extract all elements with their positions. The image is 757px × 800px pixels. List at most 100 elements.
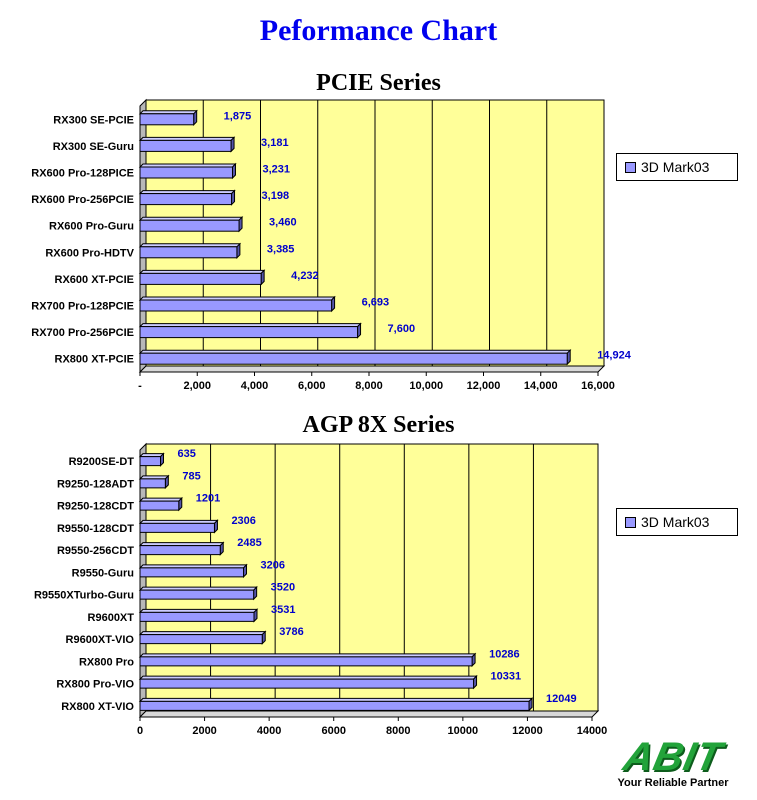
pcie-floor <box>138 365 606 373</box>
pcie-bar <box>139 299 333 312</box>
pcie-x-tick-label: 14,000 <box>524 380 558 392</box>
agp-category-label: R9550-128CDT <box>57 523 134 535</box>
agp-bar <box>139 611 255 622</box>
pcie-value-label: 1,875 <box>224 110 252 122</box>
agp-category-label: R9250-128ADT <box>57 478 134 490</box>
abit-logo: ABIT Your Reliable Partner <box>598 735 748 795</box>
logo-tagline: Your Reliable Partner <box>617 777 729 789</box>
agp-value-label: 10286 <box>489 648 520 660</box>
legend-swatch <box>625 516 636 528</box>
pcie-value-label: 7,600 <box>388 323 416 335</box>
agp-category-label: R9250-128CDT <box>57 501 134 513</box>
agp-bar <box>139 545 221 556</box>
agp-value-label: 3520 <box>271 582 295 594</box>
legend-swatch <box>625 161 636 173</box>
pcie-value-label: 3,385 <box>267 243 295 255</box>
agp-value-label: 3206 <box>261 559 285 571</box>
pcie-value-label: 4,232 <box>291 270 319 282</box>
agp-bar <box>139 589 255 600</box>
pcie-chart-title: PCIE Series <box>316 70 441 96</box>
agp-floor <box>138 710 600 718</box>
agp-value-label: 3531 <box>271 604 295 616</box>
pcie-chart: - 2,000 4,000 6,000 8,000 10,000 12,000 14,000 1… <box>31 98 632 392</box>
agp-bar <box>139 456 162 467</box>
pcie-x-tick-label: 4,000 <box>241 380 269 392</box>
agp-x-tick-label: 10000 <box>448 725 479 737</box>
agp-value-label: 10331 <box>491 671 522 683</box>
agp-bar <box>139 567 245 578</box>
agp-bar <box>139 656 473 667</box>
agp-value-label: 785 <box>182 470 200 482</box>
pcie-bar <box>139 326 359 339</box>
pcie-value-label: 6,693 <box>362 297 390 309</box>
pcie-category-label: RX600 Pro-HDTV <box>45 247 134 259</box>
agp-category-label: RX800 Pro-VIO <box>56 679 134 691</box>
agp-x-tick-label: 12000 <box>512 725 543 737</box>
agp-value-label: 1201 <box>196 493 220 505</box>
pcie-category-label: RX600 XT-PCIE <box>55 274 134 286</box>
pcie-x-tick-label: 12,000 <box>467 380 501 392</box>
pcie-x-tick-label: 8,000 <box>355 380 383 392</box>
pcie-legend-label: 3D Mark03 <box>641 159 710 175</box>
agp-value-label: 2485 <box>237 537 261 549</box>
agp-value-label: 2306 <box>231 515 255 527</box>
pcie-bar <box>139 246 238 259</box>
agp-x-tick-label: 4000 <box>257 725 281 737</box>
pcie-value-label: 3,460 <box>269 217 297 229</box>
agp-category-label: R9600XT-VIO <box>66 634 135 646</box>
pcie-value-label: 3,231 <box>262 164 290 176</box>
pcie-bar <box>139 139 232 152</box>
agp-category-label: R9200SE-DT <box>69 456 135 468</box>
pcie-category-label: RX300 SE-Guru <box>53 141 134 153</box>
pcie-x-tick-label: 16,000 <box>581 380 615 392</box>
pcie-legend: 3D Mark03 <box>616 153 738 181</box>
pcie-category-label: RX600 Pro-Guru <box>49 221 134 233</box>
pcie-category-label: RX300 SE-PCIE <box>53 114 134 126</box>
pcie-category-label: RX800 XT-PCIE <box>55 354 134 366</box>
agp-bar <box>139 678 475 689</box>
agp-category-label: R9550-Guru <box>72 567 134 579</box>
pcie-value-label: 3,181 <box>261 137 289 149</box>
agp-plot-area <box>145 443 599 712</box>
agp-x-tick-label: 6000 <box>321 725 345 737</box>
pcie-x-tick-label: 6,000 <box>298 380 326 392</box>
pcie-x-tick-label: 2,000 <box>183 380 211 392</box>
agp-value-label: 12049 <box>546 693 577 705</box>
agp-x-tick-label: 8000 <box>386 725 410 737</box>
pcie-bar <box>139 352 568 365</box>
agp-bar <box>139 500 180 511</box>
pcie-bar <box>139 193 233 206</box>
agp-x-tick-label: 0 <box>137 725 143 737</box>
pcie-category-label: RX600 Pro-256PCIE <box>31 194 134 206</box>
pcie-bar <box>139 166 233 179</box>
agp-category-label: RX800 XT-VIO <box>61 701 134 713</box>
agp-legend: 3D Mark03 <box>616 508 738 536</box>
pcie-category-label: RX700 Pro-256PCIE <box>31 327 134 339</box>
pcie-bar <box>139 219 240 232</box>
agp-category-label: RX800 Pro <box>79 656 134 668</box>
agp-chart-title: AGP 8X Series <box>302 412 455 438</box>
pcie-category-label: RX600 Pro-128PICE <box>31 168 134 180</box>
agp-bar <box>139 522 215 533</box>
pcie-x-tick-label: 10,000 <box>409 380 443 392</box>
agp-x-tick-label: 14000 <box>577 725 608 737</box>
agp-category-label: R9550-256CDT <box>57 545 134 557</box>
agp-legend-label: 3D Mark03 <box>641 514 710 530</box>
agp-category-label: R9600XT <box>88 612 135 624</box>
pcie-x-tick-label: - <box>138 380 142 392</box>
pcie-value-label: 14,924 <box>597 350 632 362</box>
agp-bar <box>139 634 263 645</box>
pcie-bar <box>139 272 262 285</box>
agp-bar <box>139 478 166 489</box>
agp-value-label: 635 <box>178 448 196 460</box>
agp-category-label: R9550XTurbo-Guru <box>34 590 134 602</box>
logo-brand: ABIT <box>619 735 727 779</box>
page-title: Peformance Chart <box>259 14 498 47</box>
agp-chart: 0 2000 4000 6000 8000 10000 12000 14000 R9200SE-… <box>34 442 608 737</box>
pcie-bar <box>139 113 195 126</box>
agp-bar <box>139 700 530 711</box>
agp-value-label: 3786 <box>279 626 303 638</box>
pcie-value-label: 3,198 <box>262 190 290 202</box>
agp-x-tick-label: 2000 <box>192 725 216 737</box>
pcie-category-label: RX700 Pro-128PCIE <box>31 301 134 313</box>
